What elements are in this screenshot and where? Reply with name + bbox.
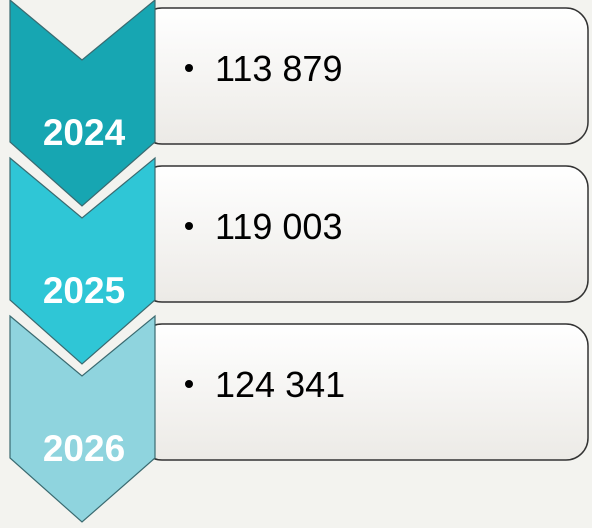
year-label: 2024 [43,112,126,153]
value-text: 119 003 [215,206,342,247]
chevron [9,0,156,207]
chevron [9,156,156,365]
chevron [9,314,156,523]
value-text: 124 341 [215,364,345,405]
year-label: 2025 [43,270,125,311]
text-box [139,7,589,145]
bullet [185,64,193,72]
year-label: 2026 [43,428,125,469]
value-text: 113 879 [215,48,342,89]
text-box [139,165,589,303]
bullet [185,222,193,230]
text-box [139,323,589,461]
bullet [185,380,193,388]
